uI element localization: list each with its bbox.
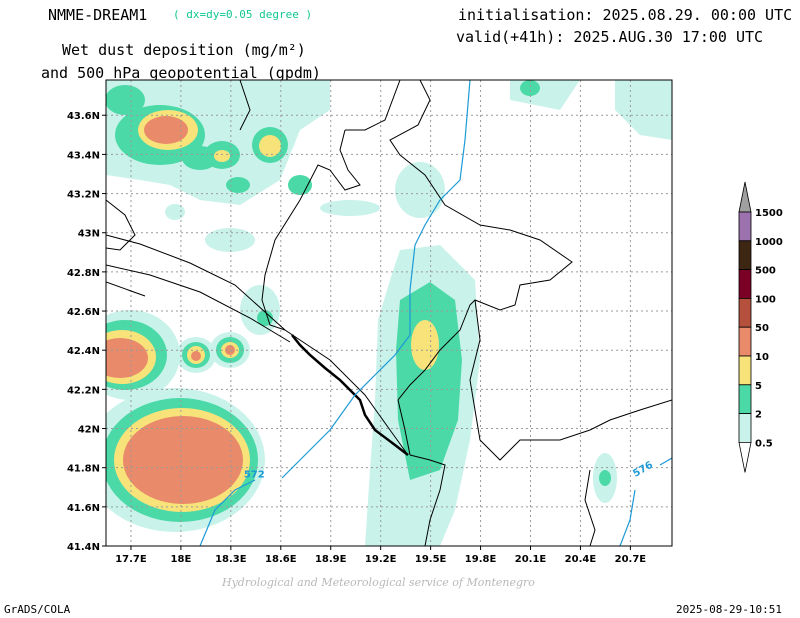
y-tick-label: 41.6N bbox=[67, 503, 100, 514]
contour-label-572: 572 bbox=[244, 470, 265, 481]
model-name: NMME-DREAM1 bbox=[48, 6, 148, 24]
x-tick-label: 18.6E bbox=[265, 554, 297, 565]
colorbar-level-label: 1000 bbox=[755, 237, 783, 248]
colorbar-swatch bbox=[738, 413, 752, 443]
colorbar-top-arrow bbox=[738, 181, 752, 213]
y-tick-label: 43N bbox=[78, 229, 100, 240]
title-line-2: and 500 hPa geopotential (gpdm) bbox=[41, 64, 321, 82]
colorbar-swatch bbox=[738, 269, 752, 299]
resolution-note: ( dx=dy=0.05 degree ) bbox=[173, 8, 313, 21]
software-label: GrADS/COLA bbox=[4, 603, 71, 616]
y-tick-label: 42.4N bbox=[67, 346, 100, 357]
x-tick-label: 19.8E bbox=[465, 554, 497, 565]
colorbar-level-label: 100 bbox=[755, 294, 776, 305]
initialisation-time: initialisation: 2025.08.29. 00:00 UTC bbox=[458, 6, 793, 24]
deposition-field bbox=[106, 80, 672, 546]
colorbar-swatch bbox=[738, 355, 752, 386]
colorbar-bottom-arrow bbox=[738, 441, 752, 473]
geopotential-contours bbox=[199, 80, 672, 546]
colorbar-swatch bbox=[738, 326, 752, 357]
colorbar-swatch bbox=[738, 240, 752, 271]
credit-line: Hydrological and Meteorological service … bbox=[222, 576, 535, 589]
x-tick-label: 17.7E bbox=[115, 554, 147, 565]
y-tick-label: 41.8N bbox=[67, 464, 100, 475]
y-tick-label: 42N bbox=[78, 425, 100, 436]
y-tick-label: 42.2N bbox=[67, 385, 100, 396]
x-tick-label: 20.7E bbox=[615, 554, 647, 565]
x-tick-label: 20.1E bbox=[515, 554, 547, 565]
y-tick-label: 43.6N bbox=[67, 111, 100, 122]
x-tick-label: 18E bbox=[171, 554, 192, 565]
colorbar-level-label: 500 bbox=[755, 266, 776, 277]
colorbar-level-label: 5 bbox=[755, 381, 762, 392]
x-tick-label: 20.4E bbox=[565, 554, 597, 565]
colorbar-legend: 1500 1000 500 100 50 10 5 2 0.5 bbox=[738, 181, 783, 473]
x-tick-label: 19.5E bbox=[415, 554, 447, 565]
x-tick-label: 19.2E bbox=[365, 554, 397, 565]
colorbar-swatch bbox=[738, 384, 752, 414]
y-tick-label: 43.2N bbox=[67, 190, 100, 201]
y-tick-label: 43.4N bbox=[67, 150, 100, 161]
render-timestamp: 2025-08-29-10:51 bbox=[676, 603, 782, 616]
x-axis-ticks: 17.7E 18E 18.3E 18.6E 18.9E 19.2E 19.5E 19.8E 20… bbox=[115, 546, 646, 565]
colorbar-level-label: 50 bbox=[755, 323, 769, 334]
graticule bbox=[106, 80, 672, 546]
colorbar-level-label: 1500 bbox=[755, 208, 783, 219]
x-tick-label: 18.9E bbox=[315, 554, 347, 565]
colorbar-level-label: 10 bbox=[755, 352, 769, 363]
colorbar-swatch bbox=[738, 297, 752, 328]
y-axis-ticks: 43.6N 43.4N 43.2N 43N 42.8N 42.6N 42.4N 42.2N 42… bbox=[67, 111, 106, 553]
colorbar-swatch bbox=[738, 211, 752, 242]
colorbar-level-label: 2 bbox=[755, 410, 762, 421]
map-frame bbox=[105, 79, 673, 547]
title-line-1: Wet dust deposition (mg/m²) bbox=[62, 41, 306, 59]
y-tick-label: 41.4N bbox=[67, 542, 100, 553]
colorbar-level-label: 0.5 bbox=[755, 438, 773, 449]
coastline-montenegro bbox=[291, 334, 409, 456]
y-tick-label: 42.8N bbox=[67, 268, 100, 279]
contour-label-576: 576 bbox=[631, 460, 655, 480]
y-tick-label: 42.6N bbox=[67, 307, 100, 318]
x-tick-label: 18.3E bbox=[215, 554, 247, 565]
valid-time: valid(+41h): 2025.AUG.30 17:00 UTC bbox=[456, 28, 764, 46]
borders-coastline bbox=[106, 80, 672, 546]
